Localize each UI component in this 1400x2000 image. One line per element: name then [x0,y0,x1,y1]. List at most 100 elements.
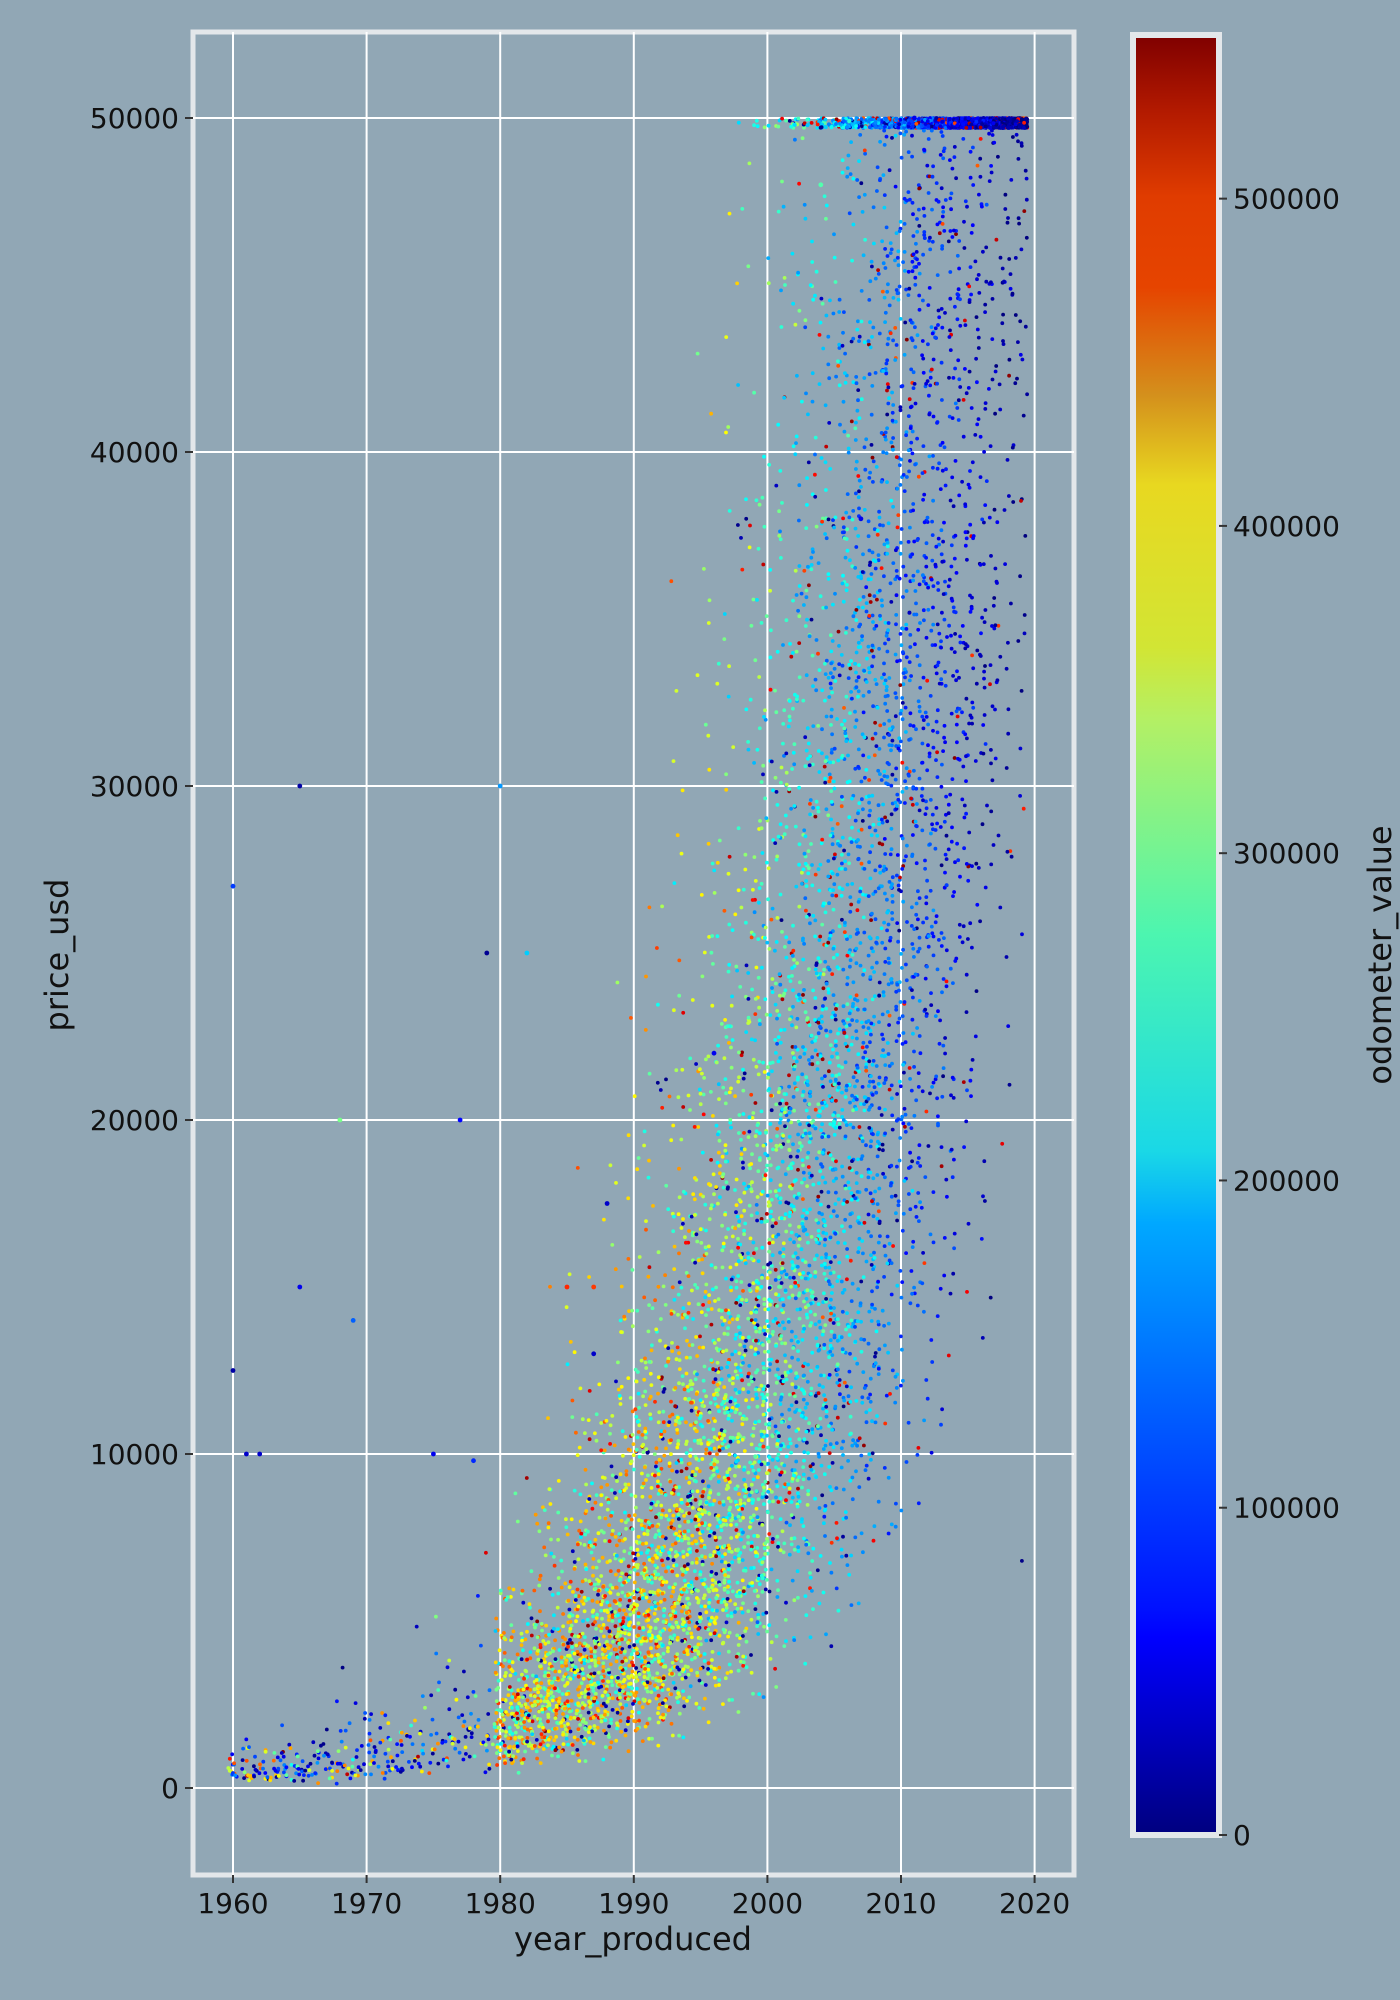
data-point [626,1482,631,1487]
data-point [822,1342,827,1347]
data-point [656,1743,661,1748]
data-point [725,1597,730,1601]
data-point [647,1071,652,1076]
data-point [780,1159,785,1164]
data-point [605,1483,610,1487]
data-point [355,1748,359,1752]
data-point [383,1713,388,1718]
data-point [567,1272,572,1277]
data-point [774,1685,779,1689]
data-point [729,1277,734,1282]
data-point [649,1636,653,1641]
data-point [634,1679,638,1684]
data-point [414,1624,419,1629]
data-point [680,788,685,793]
data-point [651,1204,655,1208]
data-point [582,1647,587,1652]
data-point [626,1133,631,1138]
data-point [595,1725,600,1730]
data-point [596,1531,601,1536]
data-point [685,1648,690,1653]
data-point [773,1392,777,1396]
data-point [780,1297,785,1302]
data-point [808,1464,813,1469]
data-point [753,1454,758,1459]
data-point [764,614,769,618]
data-point [758,819,762,823]
data-point [635,1167,640,1172]
data-point [807,1476,811,1481]
data-point [776,1500,781,1504]
data-point [813,1126,818,1131]
data-point [801,1271,806,1275]
data-point [681,1569,686,1573]
data-point [520,1713,525,1717]
data-point [727,1041,731,1045]
data-point [770,1224,775,1229]
data-point [788,1437,792,1442]
data-point [736,888,741,893]
data-point [797,1225,801,1229]
data-point [763,1541,768,1546]
data-point [653,1576,658,1581]
data-point [656,1284,661,1289]
data-point [546,1688,550,1693]
data-point [694,1701,699,1706]
data-point [590,1598,595,1603]
data-point [276,1774,281,1778]
data-point [634,1690,639,1695]
data-point [643,1028,648,1032]
data-point [795,1264,800,1269]
data-point [788,1210,792,1215]
data-point [716,1150,721,1155]
data-point [354,1755,359,1759]
data-point [527,1713,531,1718]
data-point [536,1648,540,1653]
data-point [567,1614,571,1618]
data-point [465,1695,470,1700]
data-point [626,1593,630,1598]
data-point [690,1288,694,1293]
data-point [737,1591,742,1595]
data-point [794,1178,798,1182]
data-point [784,955,789,960]
data-point [808,1309,813,1314]
data-point [788,1237,793,1242]
data-point [719,1366,724,1370]
data-point [588,1725,592,1730]
data-point [521,1757,526,1761]
data-point [679,1538,684,1543]
data-point [536,1657,541,1662]
data-point [554,1735,558,1739]
data-point [792,1081,797,1086]
data-point [399,1730,404,1735]
data-point [800,136,805,141]
data-point [681,1555,686,1559]
data-point [818,1024,822,1029]
data-point [538,1609,542,1614]
data-point [780,501,784,505]
data-point [768,568,773,572]
data-point [784,1272,789,1277]
data-point [587,1497,592,1501]
data-point [608,1583,613,1588]
data-point [802,1051,807,1056]
data-point [813,872,818,877]
data-point [454,1697,459,1702]
data-point [553,1638,557,1643]
data-point [590,1610,595,1614]
data-point [822,1243,827,1248]
data-point [569,1715,573,1720]
data-point [804,391,808,396]
data-point [757,675,762,679]
data-point [702,1659,707,1663]
data-point [576,1604,581,1609]
data-point [803,1276,808,1281]
data-point [776,209,781,214]
data-point [800,1180,804,1185]
data-point [654,1464,658,1469]
data-point [612,1599,617,1603]
data-point [802,202,807,207]
data-point [782,1326,787,1331]
data-point [386,1721,391,1725]
